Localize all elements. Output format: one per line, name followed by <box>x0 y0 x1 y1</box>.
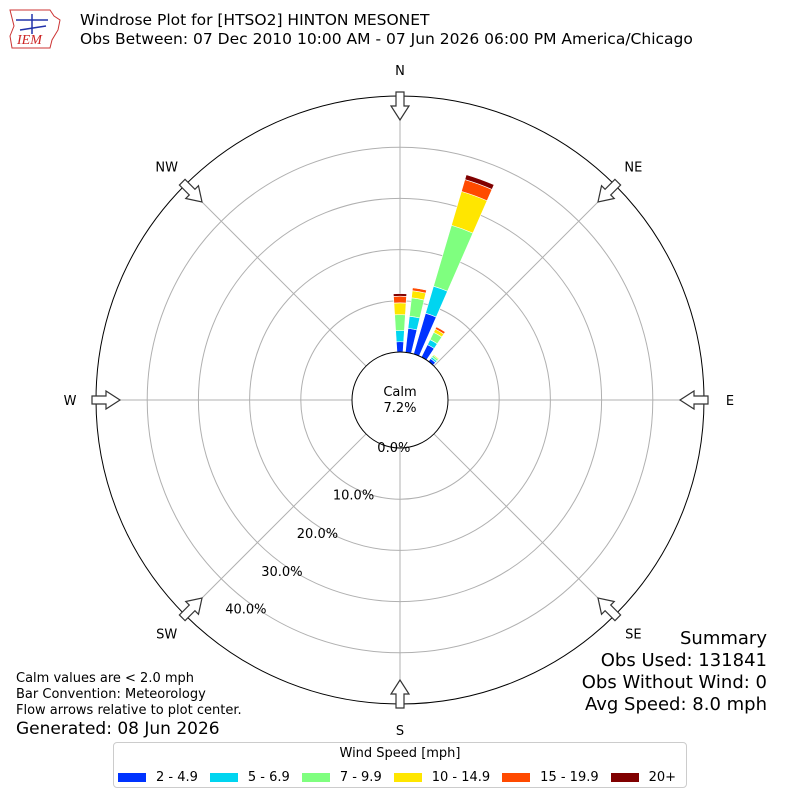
bar-convention-note: Bar Convention: Meteorology <box>16 687 206 702</box>
bar-segment <box>435 325 446 333</box>
legend-swatch <box>393 773 422 782</box>
arrow-shape <box>597 178 622 203</box>
calm-circle <box>351 351 449 449</box>
direction-label: NW <box>155 161 178 176</box>
bar-segment <box>412 286 428 291</box>
chart-title: Windrose Plot for [HTSO2] HINTON MESONET <box>80 11 430 29</box>
direction-arrow <box>597 178 622 203</box>
direction-arrow <box>597 597 622 622</box>
legend-item: 10 - 14.9 <box>393 770 491 785</box>
legend-label: 10 - 14.9 <box>431 770 491 785</box>
flow-arrows-note: Flow arrows relative to plot center. <box>16 703 242 718</box>
bar-segment <box>393 293 407 297</box>
direction-arrow <box>389 91 411 122</box>
bar-segment <box>464 174 495 190</box>
bar-segment <box>433 224 474 292</box>
direction-arrow <box>678 389 709 411</box>
legend-label: 7 - 9.9 <box>339 770 382 785</box>
generated-date: Generated: 08 Jun 2026 <box>16 719 220 739</box>
direction-label: S <box>396 724 404 739</box>
iem-logo: IEM <box>9 9 61 49</box>
direction-arrow <box>389 678 411 709</box>
radial-tick-label: 40.0% <box>225 602 266 617</box>
legend-swatch <box>610 773 639 782</box>
legend-title: Wind Speed [mph] <box>339 746 461 761</box>
arrow-shape <box>597 597 622 622</box>
chart-subtitle: Obs Between: 07 Dec 2010 10:00 AM - 07 J… <box>80 30 693 48</box>
radial-tick-label: 20.0% <box>297 527 338 542</box>
arrow-shape <box>178 178 203 203</box>
grid-spoke <box>184 184 367 367</box>
summary-heading: Summary <box>680 628 767 649</box>
direction-label: W <box>64 394 77 409</box>
direction-arrow <box>91 389 122 411</box>
arrow-shape <box>389 678 411 709</box>
direction-arrow <box>178 178 203 203</box>
bar-segment <box>393 302 407 316</box>
direction-label: E <box>726 394 734 409</box>
arrow-shape <box>178 597 203 622</box>
grid-spoke <box>433 433 616 616</box>
legend-item: 5 - 6.9 <box>209 770 290 785</box>
direction-arrow <box>178 597 203 622</box>
legend-item: 7 - 9.9 <box>301 770 382 785</box>
direction-label: N <box>395 64 405 79</box>
legend-label: 20+ <box>648 770 677 785</box>
legend-swatch <box>502 773 531 782</box>
direction-label: SW <box>156 627 177 642</box>
arrow-shape <box>389 91 411 122</box>
summary-panel: Summary Obs Used: 131841 Obs Without Win… <box>582 628 767 716</box>
arrow-shape <box>678 389 709 411</box>
legend-item: 15 - 19.9 <box>502 770 599 785</box>
direction-label: SE <box>625 627 641 642</box>
legend-swatch <box>118 773 146 782</box>
legend: Wind Speed [mph] 2 - 4.9 5 - 6.9 7 - 9.9 10… <box>113 742 687 788</box>
bar-segment <box>394 314 406 331</box>
summary-obs-used: Obs Used: 131841 <box>600 650 767 671</box>
legend-label: 15 - 19.9 <box>540 770 599 785</box>
summary-obs-without-wind: Obs Without Wind: 0 <box>581 672 767 693</box>
calm-percent: 7.2% <box>383 401 416 416</box>
bar-segment <box>396 341 404 353</box>
bar-segment <box>393 295 407 304</box>
grid-spoke <box>184 433 367 616</box>
radial-tick-label: 30.0% <box>261 565 302 580</box>
logo-text: IEM <box>16 33 43 48</box>
radial-tick-label: 0.0% <box>377 441 410 456</box>
legend-items: 2 - 4.9 5 - 6.9 7 - 9.9 10 - 14.9 15 - 19.9 2… <box>118 767 688 786</box>
notes-panel: Calm values are < 2.0 mph Bar Convention… <box>16 671 242 719</box>
windrose-bars <box>393 174 495 366</box>
bar-segment <box>433 353 440 360</box>
legend-item: 20+ <box>610 770 677 785</box>
bar-segment <box>407 315 421 331</box>
legend-swatch <box>209 773 238 782</box>
bar-segment <box>409 297 425 319</box>
legend-label: 5 - 6.9 <box>247 770 290 785</box>
arrow-shape <box>91 389 122 411</box>
direction-label: NE <box>624 161 642 176</box>
legend-swatch <box>301 773 330 782</box>
calm-label: Calm <box>383 385 416 400</box>
bar-segment <box>425 285 448 318</box>
legend-item: 2 - 4.9 <box>118 770 198 785</box>
radial-tick-label: 10.0% <box>333 488 374 503</box>
bar-segment <box>395 330 405 343</box>
summary-avg-speed: Avg Speed: 8.0 mph <box>585 694 767 715</box>
grid-spoke <box>433 184 616 367</box>
legend-label: 2 - 4.9 <box>156 770 198 785</box>
calm-note: Calm values are < 2.0 mph <box>16 671 195 686</box>
